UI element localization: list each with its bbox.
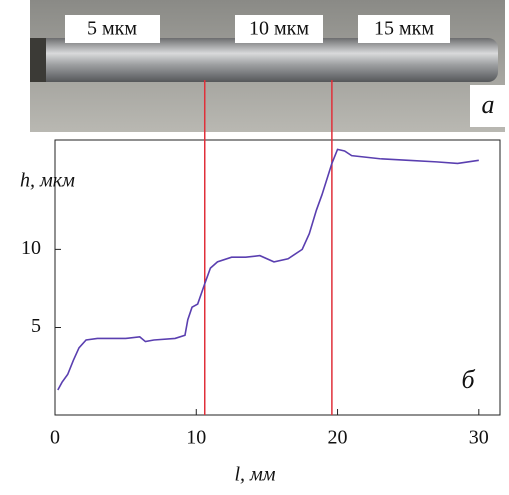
label-box [358, 15, 450, 43]
y-tick-label: 10 [21, 237, 41, 259]
x-tick-label: 0 [50, 427, 60, 449]
profile-line [57, 148, 479, 391]
label-box [470, 85, 505, 127]
y-axis-label: h, мкм [20, 170, 75, 192]
photo-label: 10 мкм [249, 18, 309, 40]
photo-label: 5 мкм [87, 18, 137, 40]
x-tick-label: 10 [186, 427, 206, 449]
rod [30, 38, 498, 82]
plot-frame [54, 139, 501, 416]
photo: 5 мкм 10 мкм 15 мкм а [30, 0, 505, 132]
rod-end [30, 38, 46, 82]
x-tick-label: 30 [469, 427, 489, 449]
x-axis-label: l, мм [234, 464, 275, 486]
photo-label: 15 мкм [374, 18, 434, 40]
x-tick-label: 20 [328, 427, 348, 449]
label-box [65, 15, 160, 43]
panel-label: а [482, 90, 495, 119]
label-box [235, 15, 323, 43]
panel-label: б [461, 365, 475, 394]
y-tick-label: 5 [31, 315, 41, 337]
